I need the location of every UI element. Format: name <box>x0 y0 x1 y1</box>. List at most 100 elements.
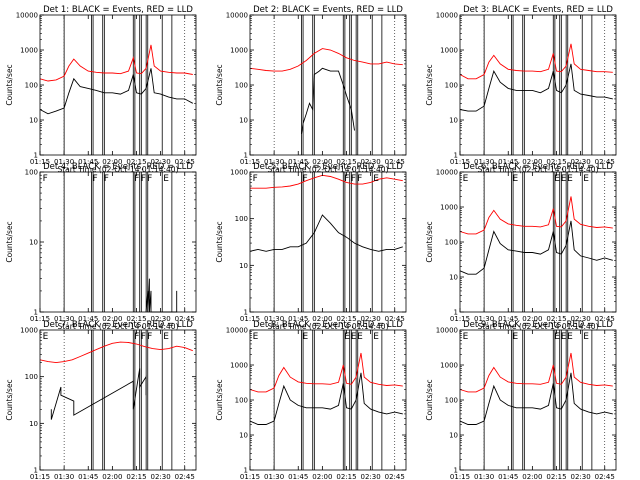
plot-frame <box>39 14 197 156</box>
y-tick-label: 1000 <box>20 47 38 55</box>
y-tick-label: 1000 <box>440 47 458 55</box>
y-tick-label: 10000 <box>226 327 248 335</box>
y-tick-label: 10 <box>449 274 458 282</box>
plot-frame <box>459 171 617 313</box>
x-tick-label: 02:15 <box>126 473 146 480</box>
flag-label: E <box>512 332 518 342</box>
x-tick-label: 02:45 <box>175 315 195 323</box>
x-tick-label: 02:15 <box>546 473 566 480</box>
plot-frame <box>459 14 617 156</box>
x-tick-label: 02:00 <box>312 315 332 323</box>
y-tick-label: 1 <box>34 152 38 160</box>
y-tick-label: 100 <box>235 397 248 405</box>
x-tick-label: 01:15 <box>30 315 50 323</box>
x-tick-label: 02:30 <box>361 315 381 323</box>
y-tick-label: 10 <box>449 432 458 440</box>
series-lld-line <box>39 44 193 82</box>
flag-label: E <box>567 332 573 342</box>
panel-title: Det 9: BLACK = Events, RED = LLD <box>463 320 613 330</box>
panel-title: Det 7: BLACK = Events, RED = LLD <box>43 320 193 330</box>
x-tick-label: 02:45 <box>385 473 405 480</box>
flag-label: F <box>92 174 97 184</box>
flag-label: F <box>351 174 356 184</box>
x-tick-label: 01:45 <box>288 473 308 480</box>
panel-title: Det 8: BLACK = Events, RED = LLD <box>253 320 403 330</box>
x-tick-label: 02:15 <box>546 158 566 166</box>
x-tick-label: 01:30 <box>264 158 284 166</box>
flag-label: E <box>554 174 560 184</box>
y-tick-label: 100 <box>25 82 38 90</box>
x-tick-label: 02:30 <box>571 315 591 323</box>
x-axis-label: Start Time (02-Oct-14 01:14:40) <box>477 322 598 331</box>
flag-label: F <box>141 174 146 184</box>
x-tick-label: 01:45 <box>288 158 308 166</box>
x-tick-label: 01:45 <box>498 473 518 480</box>
y-tick-label: 1 <box>454 152 458 160</box>
x-tick-label: 02:30 <box>361 158 381 166</box>
x-tick-label: 01:30 <box>474 158 494 166</box>
x-tick-label: 02:30 <box>151 315 171 323</box>
flag-label: F <box>253 174 258 184</box>
x-tick-label: 02:45 <box>175 158 195 166</box>
series-lld-line <box>459 43 613 80</box>
flag-label: F <box>147 174 152 184</box>
y-tick-label: 10000 <box>436 12 458 20</box>
flag-label: E <box>463 332 469 342</box>
y-tick-label: 1000 <box>230 362 248 370</box>
flag-label: F <box>104 174 109 184</box>
x-tick-label: 02:30 <box>571 473 591 480</box>
flag-label: F <box>141 332 146 342</box>
x-tick-label: 01:30 <box>474 315 494 323</box>
x-tick-label: 02:30 <box>571 158 591 166</box>
x-tick-label: 02:30 <box>151 158 171 166</box>
flag-label: E <box>302 332 308 342</box>
flag-label: F <box>134 174 139 184</box>
x-tick-label: 01:15 <box>240 315 260 323</box>
y-tick-label: 100 <box>445 82 458 90</box>
flag-label: E <box>463 174 469 184</box>
panel-det-1: Det 1: BLACK = Events, RED = LLD 01:15 01:… <box>5 5 197 174</box>
series-lld-line <box>250 174 403 189</box>
flag-label: F <box>357 174 362 184</box>
x-tick-label: 02:00 <box>522 315 542 323</box>
y-tick-label: 1000 <box>230 47 248 55</box>
x-tick-label: 02:00 <box>102 473 122 480</box>
series-events-line <box>459 220 613 275</box>
flag-label: E <box>561 332 567 342</box>
panel-title: Det 6: BLACK = Events, RED = LLD <box>463 162 613 172</box>
series-events-line <box>50 368 147 420</box>
y-axis-label: Counts/sec <box>425 64 434 105</box>
flag-label: E <box>567 174 573 184</box>
series-events-line <box>301 67 355 134</box>
series-events-line <box>249 372 403 425</box>
x-tick-label: 01:45 <box>78 158 98 166</box>
x-tick-label: 01:45 <box>498 158 518 166</box>
flag-label: E <box>583 332 589 342</box>
y-tick-label: 10 <box>449 117 458 125</box>
x-tick-label: 02:15 <box>336 158 356 166</box>
y-tick-label: 10 <box>29 420 38 428</box>
y-tick-label: 10 <box>29 239 38 247</box>
x-tick-label: 01:15 <box>30 473 50 480</box>
flag-label: E <box>163 332 169 342</box>
y-tick-label: 1 <box>34 309 38 317</box>
series-lld-line <box>459 196 613 235</box>
x-axis-label: Start Time (02-Oct-14 01:14:40) <box>267 322 388 331</box>
x-tick-label: 01:30 <box>474 473 494 480</box>
flag-label: E <box>163 174 169 184</box>
y-tick-label: 100 <box>25 169 38 177</box>
y-tick-label: 10000 <box>16 12 38 20</box>
panel-det-7: Det 7: BLACK = Events, RED = LLD E F F F E 01:… <box>5 320 197 480</box>
series-events-line <box>39 68 194 115</box>
y-tick-label: 100 <box>445 397 458 405</box>
flag-label: F <box>43 174 48 184</box>
x-tick-label: 02:45 <box>595 158 615 166</box>
flag-label: E <box>373 174 379 184</box>
y-tick-label: 10 <box>239 432 248 440</box>
flag-label: E <box>561 174 567 184</box>
x-tick-label: 02:00 <box>312 158 332 166</box>
panel-det-2: Det 2: BLACK = Events, RED = LLD 01:15 01:… <box>215 5 407 174</box>
